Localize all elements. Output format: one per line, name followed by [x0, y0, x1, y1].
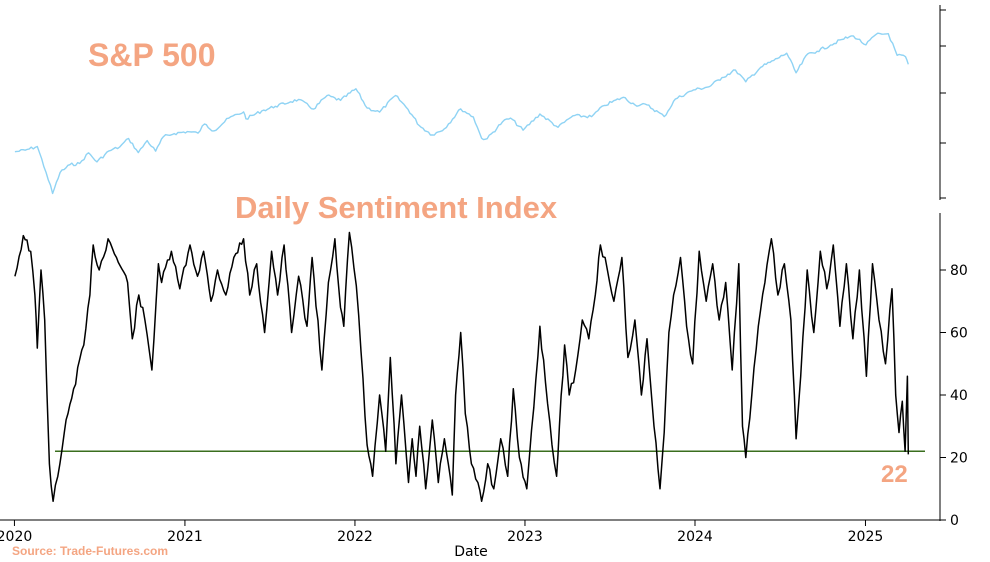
- x-tick-label: 2021: [167, 529, 203, 545]
- sentiment-line: [14, 231, 910, 503]
- sp500-axis-ticks: [940, 9, 946, 199]
- sentiment-title: Daily Sentiment Index: [235, 190, 558, 225]
- sp500-title: S&P 500: [88, 37, 216, 73]
- source-note: Source: Trade-Futures.com: [12, 544, 168, 558]
- sentiment-panel: 0 20 40 60 80 2020 2021 2022 2023 2024 2025 Daily…: [0, 190, 968, 560]
- sp500-panel: S&P 500: [14, 5, 946, 200]
- x-axis-ticks: 2020 2021 2022 2023 2024 2025: [0, 520, 883, 545]
- sp500-line: [14, 32, 909, 195]
- y-tick-label: 0: [950, 513, 959, 529]
- x-tick-label: 2025: [848, 529, 884, 545]
- y-axis-ticks: 0 20 40 60 80: [940, 263, 968, 529]
- y-tick-label: 80: [950, 263, 968, 279]
- latest-value-annotation: 22: [881, 461, 908, 488]
- y-tick-label: 20: [950, 451, 968, 467]
- y-tick-label: 40: [950, 388, 968, 404]
- y-tick-label: 60: [950, 326, 968, 342]
- x-axis-label: Date: [454, 544, 487, 560]
- x-tick-label: 2020: [0, 529, 32, 545]
- x-tick-label: 2023: [507, 529, 543, 545]
- x-tick-label: 2022: [337, 529, 373, 545]
- x-tick-label: 2024: [677, 529, 713, 545]
